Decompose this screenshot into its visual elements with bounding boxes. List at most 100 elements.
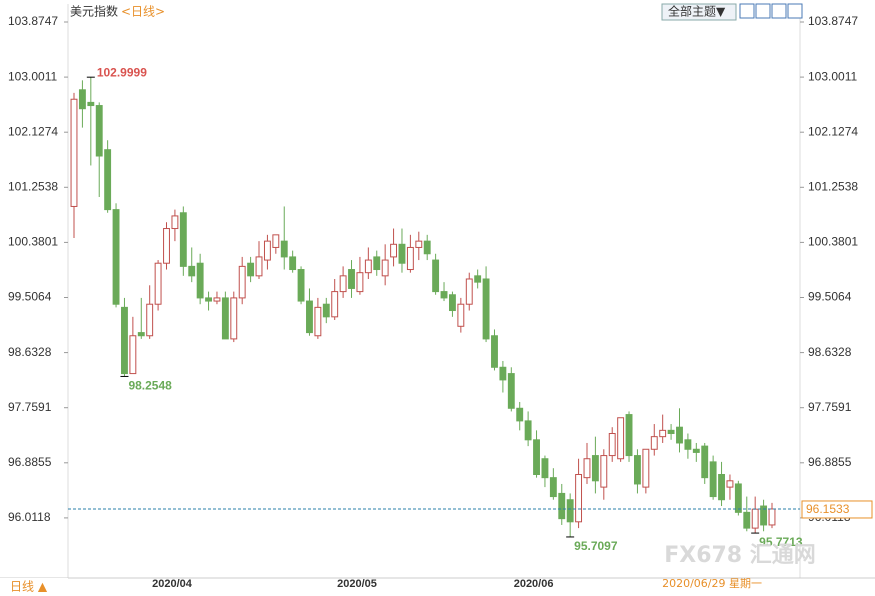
- y-tick-label: 103.0011: [8, 69, 57, 83]
- candle-body: [499, 366, 507, 381]
- candle-body: [154, 262, 162, 305]
- candle-body: [474, 275, 482, 283]
- candle-body: [423, 240, 431, 255]
- candle-body: [348, 269, 355, 289]
- y-tick-label: 101.2538: [8, 179, 58, 193]
- x-tick-label: 2020/05: [337, 578, 377, 590]
- candle-body: [415, 240, 423, 248]
- candle-body: [356, 272, 364, 293]
- candle-body: [541, 458, 549, 479]
- last-price-box: [801, 500, 873, 519]
- candle-body: [709, 461, 717, 498]
- candle-body: [768, 508, 776, 526]
- candle-body: [701, 445, 709, 479]
- candle-body: [112, 209, 120, 305]
- candle-body: [751, 508, 759, 529]
- candle-body: [163, 228, 170, 264]
- candle-body: [179, 212, 187, 267]
- candle-body: [507, 373, 515, 409]
- candle-body: [491, 335, 498, 368]
- candle-body: [398, 243, 406, 264]
- prev-button[interactable]: [771, 3, 787, 19]
- candle-body: [583, 458, 591, 479]
- candle-body: [516, 407, 524, 422]
- candle-body: [524, 420, 532, 441]
- period-button[interactable]: 日线 ▲: [10, 580, 48, 594]
- y2-tick-label: 96.8855: [808, 455, 852, 469]
- y-tick-label: 98.6328: [8, 345, 52, 359]
- y2-tick-label: 101.2538: [808, 179, 858, 193]
- low-label: 95.7097: [574, 539, 618, 553]
- candle-body: [718, 473, 725, 501]
- candle-body: [448, 294, 456, 312]
- candle-body: [70, 98, 78, 207]
- candle-body: [465, 278, 473, 305]
- candle-body: [364, 259, 372, 274]
- candle-body: [390, 243, 398, 258]
- y-tick-label: 102.1274: [8, 124, 58, 138]
- candle-body: [432, 259, 440, 293]
- last-button[interactable]: [787, 3, 803, 19]
- candle-body: [95, 105, 103, 157]
- candle-body: [331, 291, 339, 318]
- candle-body: [406, 246, 414, 271]
- x-tick-label: 2020/06: [514, 578, 554, 590]
- candle-body: [734, 483, 742, 513]
- y2-tick-label: 98.6328: [808, 345, 852, 359]
- y-tick-label: 96.8855: [8, 455, 52, 469]
- candle-body: [684, 439, 692, 450]
- candle-body: [297, 269, 305, 302]
- candle-body: [146, 303, 154, 337]
- y2-tick-label: 103.8747: [808, 14, 858, 28]
- candle-body: [87, 101, 95, 107]
- y2-tick-label: 100.3801: [808, 235, 858, 249]
- candle-body: [591, 455, 599, 482]
- candle-body: [205, 297, 212, 302]
- candle-body: [457, 303, 465, 327]
- period-label[interactable]: <日线>: [121, 5, 165, 19]
- candle-body: [634, 455, 641, 485]
- y-tick-label: 103.8747: [8, 14, 58, 28]
- candle-body: [272, 234, 280, 248]
- candle-body: [650, 436, 658, 450]
- first-button[interactable]: [755, 3, 771, 19]
- candle-body: [263, 240, 271, 261]
- candle-body: [373, 256, 381, 271]
- low-label: 98.2548: [128, 379, 172, 393]
- candle-body: [121, 306, 128, 375]
- candle-body: [726, 480, 734, 488]
- candle-body: [743, 511, 751, 529]
- candle-body: [322, 303, 330, 318]
- y-tick-label: 96.0118: [8, 510, 51, 524]
- candle-body: [625, 414, 633, 457]
- topic-menu-box[interactable]: [661, 3, 737, 21]
- period-button-box[interactable]: [0, 578, 68, 596]
- y2-tick-label: 102.1274: [808, 124, 858, 138]
- candle-body: [280, 240, 288, 258]
- topic-menu[interactable]: 全部主题▼: [668, 4, 726, 19]
- candle-body: [692, 448, 700, 453]
- candle-body: [676, 426, 683, 444]
- candle-body: [440, 291, 448, 299]
- candle-body: [533, 439, 540, 475]
- candle-body: [221, 297, 229, 340]
- y-tick-label: 100.3801: [8, 235, 58, 249]
- zoom-button[interactable]: [739, 3, 755, 19]
- low-label: 95.7713: [759, 535, 803, 549]
- candle-body: [617, 417, 625, 460]
- candle-body: [600, 455, 608, 488]
- candle-body: [381, 259, 389, 277]
- candle-body: [575, 473, 583, 523]
- y2-tick-label: 97.7591: [808, 400, 852, 414]
- candle-body: [137, 332, 145, 337]
- candle-body: [659, 429, 667, 438]
- x-tick-label: 2020/04: [152, 578, 193, 590]
- candle-body: [482, 278, 490, 340]
- candle-body: [247, 262, 255, 277]
- candle-body: [306, 300, 313, 334]
- candle-body: [188, 265, 196, 277]
- last-price-label: 96.1533: [806, 502, 850, 516]
- y-tick-label: 97.7591: [8, 400, 52, 414]
